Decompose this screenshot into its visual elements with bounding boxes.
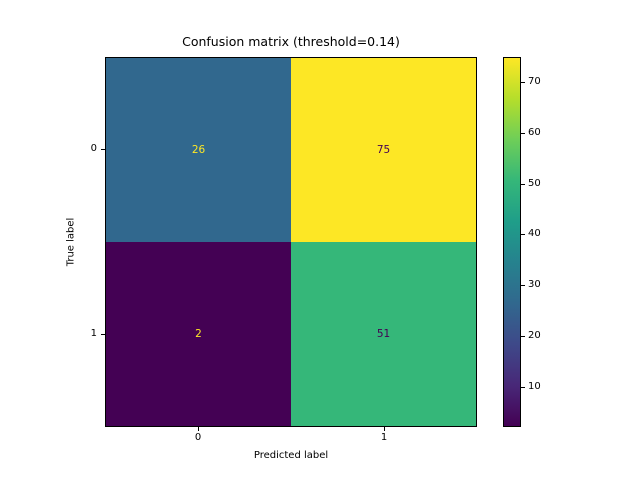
colorbar-label-10: 10 [528, 381, 541, 392]
x-tick-label-0: 0 [194, 432, 202, 443]
y-tick-label-0: 0 [90, 143, 97, 154]
colorbar-label-70: 70 [528, 76, 541, 87]
matrix-cell-true0-pred0: 26 [106, 58, 291, 242]
matrix-cell-true1-pred1: 51 [291, 242, 476, 426]
x-tick-1 [384, 427, 385, 431]
matrix-cell-true1-pred0: 2 [106, 242, 291, 426]
colorbar-tick-40 [521, 234, 525, 235]
y-tick-0 [101, 149, 105, 150]
colorbar-tick-60 [521, 133, 525, 134]
x-tick-0 [198, 427, 199, 431]
colorbar-gradient [503, 57, 521, 427]
matrix-cell-true0-pred1: 75 [291, 58, 476, 242]
colorbar-label-50: 50 [528, 178, 541, 189]
x-axis-label: Predicted label [253, 450, 329, 461]
colorbar-tick-30 [521, 285, 525, 286]
colorbar-tick-10 [521, 387, 525, 388]
colorbar-tick-50 [521, 184, 525, 185]
y-tick-label-1: 1 [90, 328, 97, 339]
heatmap-plot-area: 26 75 2 51 [105, 57, 477, 427]
colorbar-label-20: 20 [528, 330, 541, 341]
x-tick-label-1: 1 [380, 432, 388, 443]
colorbar-label-60: 60 [528, 127, 541, 138]
chart-title: Confusion matrix (threshold=0.14) [182, 34, 400, 49]
colorbar-tick-70 [521, 82, 525, 83]
colorbar-label-30: 30 [528, 279, 541, 290]
colorbar-label-40: 40 [528, 228, 541, 239]
y-tick-1 [101, 334, 105, 335]
y-axis-label-text: True label [65, 217, 77, 267]
colorbar-tick-20 [521, 336, 525, 337]
